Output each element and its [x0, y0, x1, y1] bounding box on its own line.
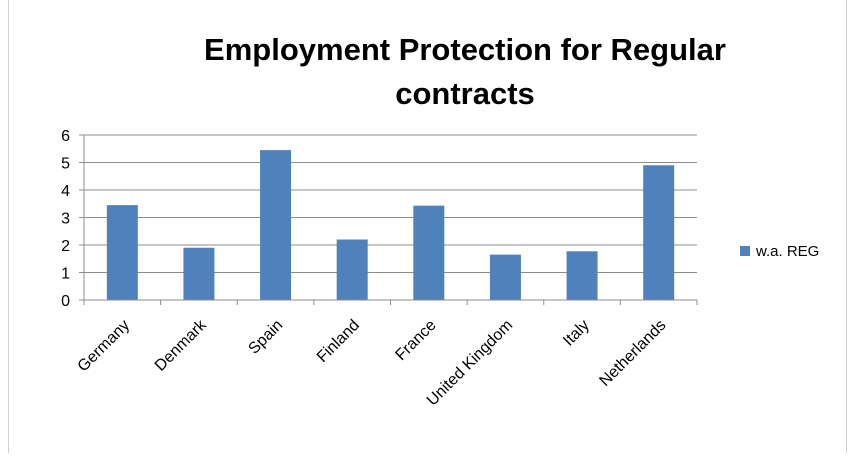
- y-tick-label: 3: [61, 211, 70, 228]
- x-tick-label: France: [392, 317, 439, 364]
- chart-title-line-2: contracts: [395, 76, 535, 111]
- x-tick-label: Netherlands: [596, 317, 669, 390]
- y-tick-label: 2: [61, 238, 70, 255]
- bar-united-kingdom: [489, 254, 521, 300]
- legend-label: w.a. REG: [755, 243, 819, 260]
- bar-france: [413, 205, 445, 300]
- bar-netherlands: [643, 165, 675, 300]
- x-tick-label: Germany: [75, 317, 134, 376]
- bars: [106, 150, 675, 300]
- y-tick-label: 4: [61, 183, 70, 200]
- x-tick-label: Spain: [245, 317, 286, 358]
- bar-denmark: [183, 247, 215, 300]
- chart-title-line-1: Employment Protection for Regular: [204, 32, 726, 67]
- y-tick-label: 5: [61, 156, 70, 173]
- legend-swatch: [740, 246, 750, 256]
- bar-spain: [260, 150, 292, 300]
- bar-germany: [106, 205, 138, 300]
- bar-italy: [566, 251, 598, 300]
- bar-finland: [336, 239, 368, 300]
- axes: [83, 135, 698, 305]
- y-tick-label: 0: [61, 293, 70, 310]
- y-tick-label: 1: [61, 266, 70, 283]
- chart-border-right: [846, 0, 847, 453]
- y-tick-label: 6: [61, 128, 70, 145]
- x-tick-label: Denmark: [152, 316, 211, 375]
- chart-border-left: [8, 0, 9, 453]
- x-tick-label: Italy: [560, 317, 593, 350]
- y-axis-tick-labels: 0 1 2 3 4 5 6: [61, 128, 70, 310]
- gridlines: [79, 134, 697, 301]
- legend: w.a. REG: [740, 243, 819, 260]
- x-tick-label: Finland: [314, 317, 363, 366]
